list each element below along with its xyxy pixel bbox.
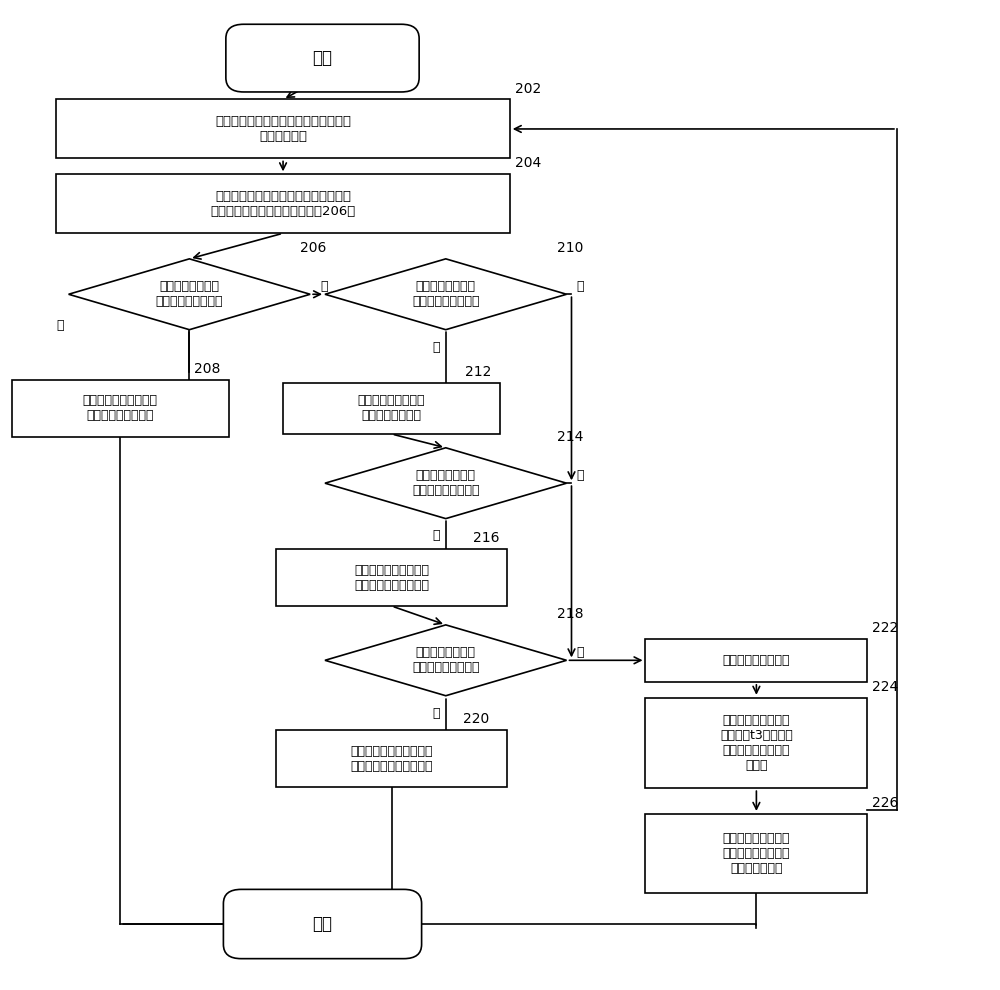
FancyBboxPatch shape — [12, 380, 229, 437]
FancyBboxPatch shape — [223, 889, 422, 958]
Text: 是: 是 — [432, 530, 440, 543]
Text: 否: 否 — [576, 280, 584, 293]
FancyBboxPatch shape — [226, 25, 419, 92]
FancyBboxPatch shape — [283, 383, 500, 434]
Text: 208: 208 — [194, 362, 221, 376]
Text: 218: 218 — [557, 607, 583, 621]
Text: 开始: 开始 — [312, 50, 332, 67]
Text: 212: 212 — [465, 365, 492, 379]
Text: 判断管温温度是否
小于第一预设温度値: 判断管温温度是否 小于第一预设温度値 — [156, 280, 223, 308]
Text: 判断管温温度是否
小于第四预设温度値: 判断管温温度是否 小于第四预设温度値 — [412, 646, 480, 674]
Text: 否: 否 — [320, 280, 328, 293]
Text: 是: 是 — [56, 319, 64, 333]
Text: 206: 206 — [300, 241, 327, 254]
Text: 否: 否 — [576, 469, 584, 482]
Text: 当管温温度小于第一
预设温度値时，控制
压缩机再次启动: 当管温温度小于第一 预设温度値时，控制 压缩机再次启动 — [723, 832, 790, 875]
Text: 220: 220 — [463, 713, 489, 727]
Text: 压缩机停止运行第三
预设时长t3后，继续
检测室内换热器的管
温温度: 压缩机停止运行第三 预设时长t3后，继续 检测室内换热器的管 温温度 — [720, 714, 793, 772]
Polygon shape — [325, 625, 567, 696]
Text: 216: 216 — [473, 532, 499, 545]
Text: 检测电辅热装置的运行状态；当电辅热
装置处于开启状态时，进行步骤206；: 检测电辅热装置的运行状态；当电辅热 装置处于开启状态时，进行步骤206； — [210, 190, 356, 218]
Text: 224: 224 — [872, 680, 899, 694]
Text: 判断管温温度是否
小于第二预设温度値: 判断管温温度是否 小于第二预设温度値 — [412, 280, 480, 308]
Text: 控制压缩机的频率进
入频率保持区运行: 控制压缩机的频率进 入频率保持区运行 — [358, 394, 425, 423]
Text: 214: 214 — [557, 430, 583, 444]
Polygon shape — [325, 447, 567, 519]
Text: 判断管温温度是否
小于第三预设温度値: 判断管温温度是否 小于第三预设温度値 — [412, 469, 480, 497]
FancyBboxPatch shape — [56, 174, 510, 234]
Text: 210: 210 — [557, 241, 583, 254]
FancyBboxPatch shape — [645, 698, 867, 788]
FancyBboxPatch shape — [276, 731, 507, 787]
Polygon shape — [325, 258, 567, 330]
Text: 204: 204 — [515, 156, 541, 170]
Text: 是: 是 — [432, 707, 440, 720]
Text: 222: 222 — [872, 621, 899, 635]
FancyBboxPatch shape — [276, 549, 507, 606]
Text: 控制压缩机的频率进入
频率正常运行区运行: 控制压缩机的频率进入 频率正常运行区运行 — [83, 394, 158, 423]
FancyBboxPatch shape — [645, 814, 867, 893]
Text: 202: 202 — [515, 81, 541, 95]
Text: 在制热模式下，检测空调器的室内换热
器的管温温度: 在制热模式下，检测空调器的室内换热 器的管温温度 — [215, 115, 351, 143]
Polygon shape — [69, 258, 310, 330]
Text: 是: 是 — [432, 341, 440, 353]
FancyBboxPatch shape — [645, 639, 867, 682]
Text: 否: 否 — [576, 645, 584, 659]
Text: 控制压缩机的频率进入
电辅热开启限频区运行: 控制压缩机的频率进入 电辅热开启限频区运行 — [354, 563, 429, 592]
Text: 控制压缩机的频率进入换
热器高温限频保护区运行: 控制压缩机的频率进入换 热器高温限频保护区运行 — [350, 744, 433, 773]
Text: 226: 226 — [872, 796, 899, 810]
FancyBboxPatch shape — [56, 99, 510, 158]
Text: 控制压缩机停止运行: 控制压缩机停止运行 — [723, 653, 790, 667]
Text: 结束: 结束 — [312, 915, 332, 933]
